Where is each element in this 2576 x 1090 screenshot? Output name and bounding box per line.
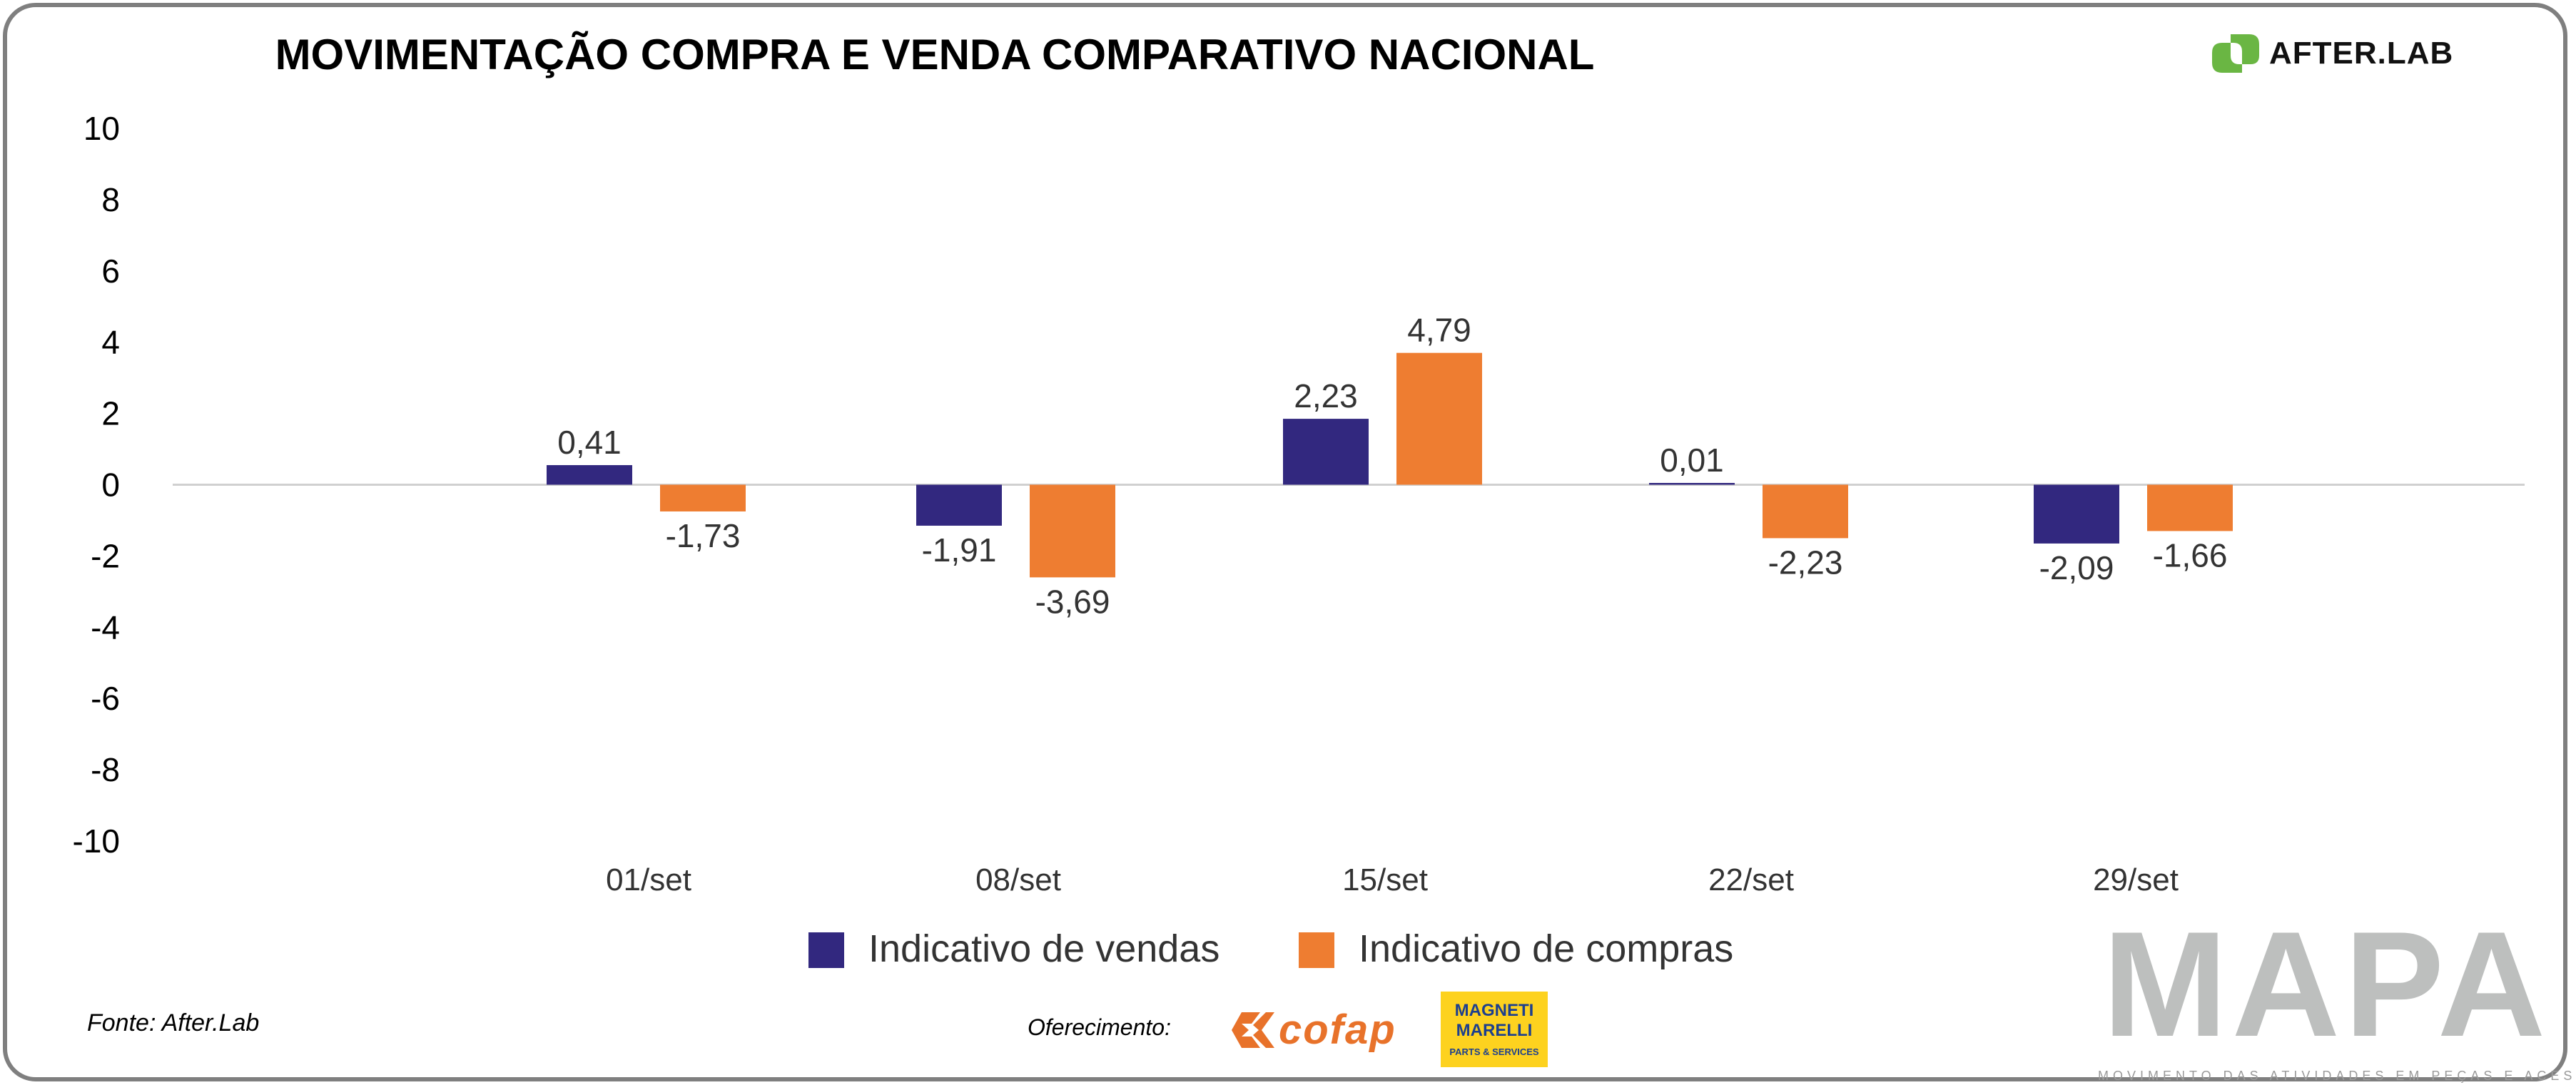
y-tick-label: 4 bbox=[101, 324, 120, 361]
data-label: -1,66 bbox=[2153, 536, 2228, 574]
magneti-marelli-subtext: PARTS & SERVICES bbox=[1449, 1046, 1539, 1057]
data-label: 2,23 bbox=[1294, 377, 1358, 414]
data-label: -2,09 bbox=[2039, 549, 2114, 586]
sponsor-label: Oferecimento: bbox=[1028, 1014, 1171, 1040]
magneti-marelli-text: MAGNETI MARELLI bbox=[1454, 1001, 1534, 1040]
bar-compras bbox=[1030, 484, 1115, 578]
data-label: 4,79 bbox=[1407, 312, 1471, 349]
y-tick-label: 8 bbox=[101, 181, 120, 218]
legend-swatch-0 bbox=[808, 932, 844, 968]
data-label: -2,23 bbox=[1768, 544, 1843, 581]
y-tick-label: 2 bbox=[101, 395, 120, 432]
cofap-logo-text: cofap bbox=[1279, 1007, 1396, 1053]
y-tick-label: -8 bbox=[91, 751, 120, 788]
x-tick-label: 15/set bbox=[1342, 862, 1428, 897]
y-tick-label: 6 bbox=[101, 253, 120, 290]
bar-vendas bbox=[1649, 483, 1735, 485]
x-tick-label: 01/set bbox=[606, 862, 691, 897]
bar-compras bbox=[2147, 484, 2233, 531]
data-label: 0,41 bbox=[557, 424, 622, 461]
bar-compras bbox=[1396, 352, 1482, 485]
data-label: -1,73 bbox=[666, 517, 741, 554]
chart-title: MOVIMENTAÇÃO COMPRA E VENDA COMPARATIVO … bbox=[275, 31, 1595, 78]
bar-compras bbox=[1763, 484, 1848, 539]
data-label: -3,69 bbox=[1035, 583, 1110, 620]
chart-frame bbox=[3, 3, 2567, 1081]
x-tick-label: 22/set bbox=[1708, 862, 1794, 897]
bar-vendas bbox=[916, 484, 1002, 526]
legend-label: Indicativo de compras bbox=[1359, 927, 1733, 970]
y-tick-label: 0 bbox=[101, 467, 120, 504]
x-tick-label: 08/set bbox=[975, 862, 1061, 897]
x-tick-label: 29/set bbox=[2093, 862, 2179, 897]
legend-swatch-1 bbox=[1299, 932, 1334, 968]
afterlab-logo: AFTER.LAB bbox=[2212, 34, 2453, 73]
bar-vendas bbox=[547, 465, 632, 485]
magneti-marelli-logo: MAGNETI MARELLI PARTS & SERVICES bbox=[1441, 992, 1548, 1067]
legend-label: Indicativo de vendas bbox=[868, 927, 1219, 970]
bar-vendas bbox=[1283, 419, 1369, 485]
y-tick-label: -6 bbox=[91, 680, 120, 717]
mapa-logo-subtext: MOVIMENTO DAS ATIVIDADES EM PEÇAS E ACES… bbox=[2098, 1069, 2576, 1083]
mapa-logo: MAPA MOVIMENTO DAS ATIVIDADES EM PEÇAS E… bbox=[2098, 900, 2576, 1083]
data-label: 0,01 bbox=[1660, 442, 1724, 479]
data-label: -1,91 bbox=[922, 531, 997, 569]
y-tick-label: -4 bbox=[91, 608, 120, 646]
bar-chart: 10 8 6 4 2 0 -2 -4 -6 -8 -10 01/set 0,41 -1,73 08/set -… bbox=[73, 110, 2525, 970]
bar-compras bbox=[660, 484, 746, 511]
cofap-logo-icon bbox=[1232, 1012, 1274, 1048]
cofap-logo: cofap bbox=[1232, 1006, 1396, 1054]
mapa-logo-text: MAPA bbox=[2102, 900, 2550, 1068]
y-tick-label: -2 bbox=[91, 537, 120, 574]
afterlab-logo-text: AFTER.LAB bbox=[2269, 36, 2454, 71]
afterlab-logo-icon bbox=[2212, 34, 2259, 73]
y-tick-label: -10 bbox=[73, 822, 120, 860]
bar-vendas bbox=[2034, 484, 2119, 544]
source-note: Fonte: After.Lab bbox=[87, 1009, 260, 1036]
y-tick-label: 10 bbox=[83, 110, 120, 147]
